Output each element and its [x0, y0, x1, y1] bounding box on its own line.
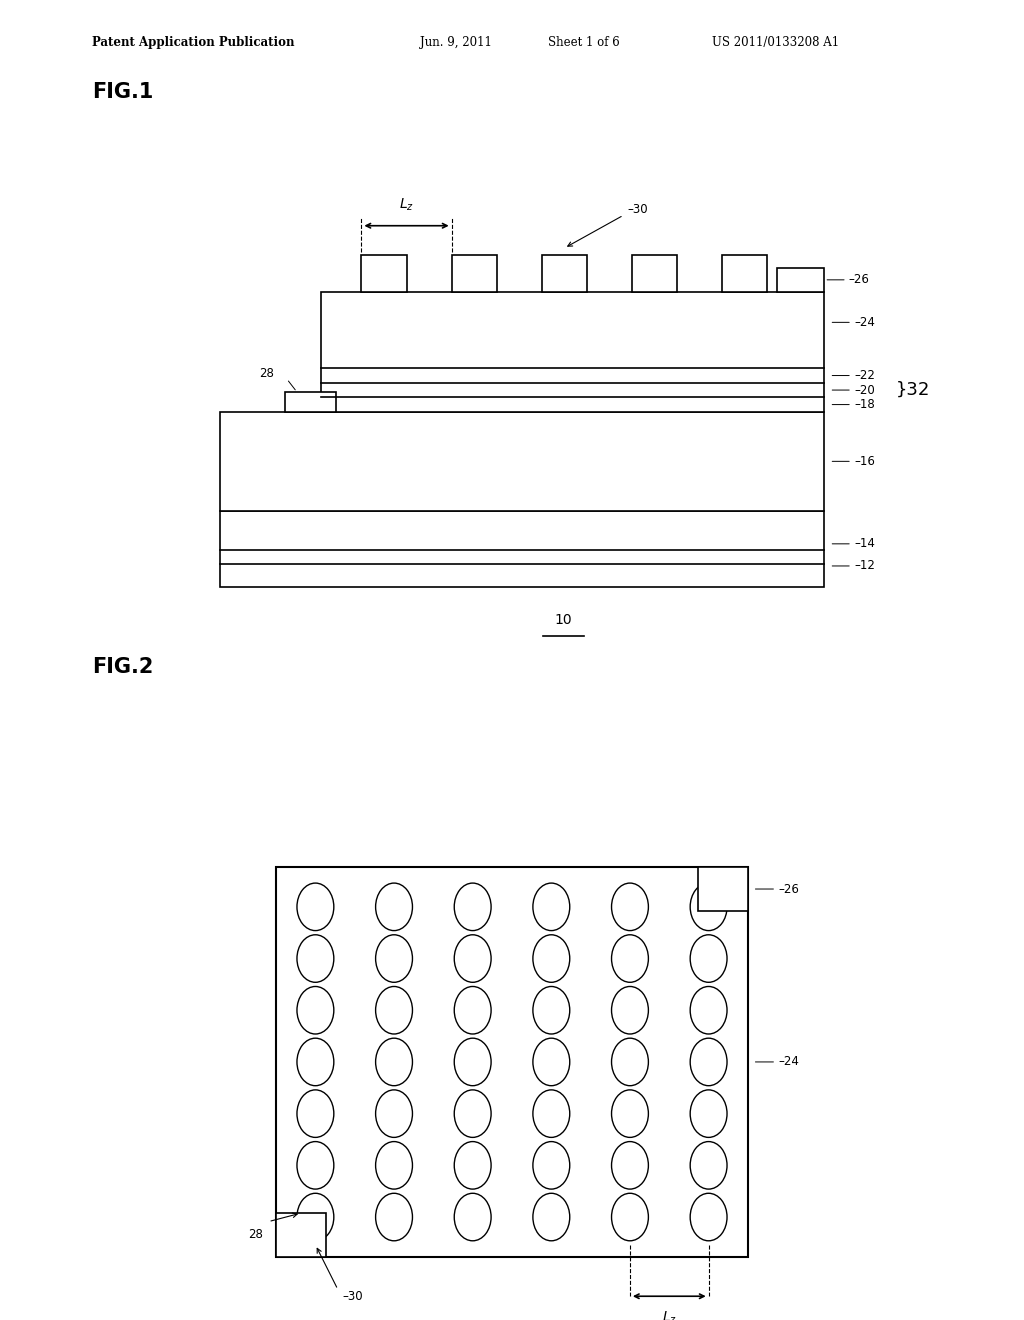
Text: $L_z$: $L_z$	[662, 1309, 677, 1320]
Text: US 2011/0133208 A1: US 2011/0133208 A1	[712, 36, 839, 49]
Text: –16: –16	[854, 455, 874, 467]
Text: FIG.1: FIG.1	[92, 82, 154, 103]
Text: }32: }32	[896, 381, 931, 399]
Bar	[452, 255, 497, 292]
Bar	[220, 511, 824, 587]
Text: –20: –20	[854, 384, 874, 396]
Text: Jun. 9, 2011: Jun. 9, 2011	[420, 36, 492, 49]
Text: –30: –30	[628, 203, 648, 216]
Bar	[276, 1213, 326, 1257]
Text: –22: –22	[854, 370, 874, 381]
Text: 28: 28	[259, 367, 273, 380]
Bar	[361, 255, 407, 292]
Text: 10: 10	[554, 614, 572, 627]
Bar	[632, 255, 677, 292]
Text: –24: –24	[854, 315, 874, 329]
Bar	[276, 867, 748, 1257]
Bar	[777, 268, 824, 292]
Text: –12: –12	[854, 560, 874, 573]
Text: –14: –14	[854, 537, 874, 550]
Bar	[698, 867, 748, 911]
Text: $L_z$: $L_z$	[399, 197, 414, 213]
Text: FIG.2: FIG.2	[92, 656, 154, 677]
Text: Patent Application Publication: Patent Application Publication	[92, 36, 295, 49]
Text: –24: –24	[778, 1056, 799, 1068]
Text: –30: –30	[342, 1290, 362, 1303]
Bar	[542, 255, 587, 292]
Text: 28: 28	[248, 1229, 263, 1241]
Text: –18: –18	[854, 399, 874, 411]
Bar	[285, 392, 336, 412]
Text: –26: –26	[778, 883, 799, 895]
Text: Sheet 1 of 6: Sheet 1 of 6	[548, 36, 620, 49]
Bar	[722, 255, 767, 292]
Text: –26: –26	[849, 273, 869, 286]
Bar	[321, 292, 824, 412]
Bar	[220, 412, 824, 511]
